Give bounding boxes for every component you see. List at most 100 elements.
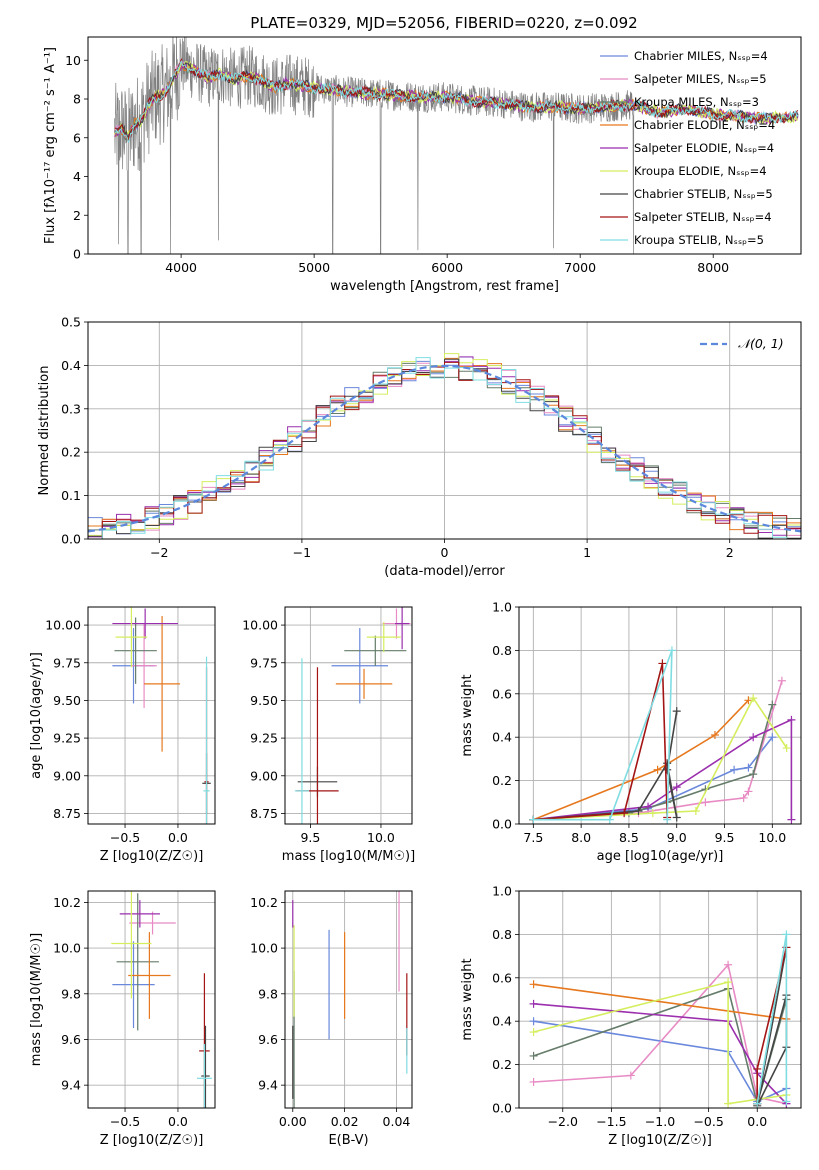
x-tick-label: 2 [726, 545, 734, 560]
axes-frame [284, 606, 413, 825]
y-axis-label: mass weight [460, 674, 475, 756]
y-tick-label: 9.8 [258, 986, 278, 1001]
x-tick-label: 0.0 [747, 1114, 767, 1129]
legend-entry: Chabrier ELODIE, Nₛₛₚ=4 [634, 118, 775, 132]
normal-curve [88, 364, 801, 533]
x-tick-label: 0.0 [168, 1114, 188, 1129]
y-axis-label: mass weight [460, 958, 475, 1040]
x-axis-label: Z [log10(Z/Z☉)] [100, 849, 204, 864]
weight-vs-age-panel: 7.5 8.0 8.5 9.0 9.5 10.0 0.0 0.2 0.4 0.6 0.8 1.0 age… [460, 600, 802, 864]
age-vs-z-plot-area [112, 607, 211, 824]
weight-marker [744, 696, 753, 705]
errorbar-point [112, 941, 155, 1029]
residual-hist-plot-area [88, 353, 801, 539]
y-tick-label: 9.6 [61, 1032, 81, 1047]
weight-marker [644, 802, 653, 811]
x-axis-label: wavelength [Angstrom, rest frame] [330, 279, 559, 294]
weight-marker [701, 798, 710, 807]
weight-line [533, 650, 673, 821]
errorbar-point [395, 607, 410, 650]
weight-marker [730, 765, 739, 774]
x-tick-label: 4000 [165, 260, 197, 275]
y-tick-label: 9.00 [53, 768, 81, 783]
y-tick-label: 9.75 [250, 655, 278, 670]
weight-marker [749, 733, 758, 742]
y-tick-label: 10.0 [53, 941, 81, 956]
weight-marker [634, 806, 643, 815]
errorbar-point [115, 607, 148, 668]
errorbar-point [116, 893, 159, 1031]
y-tick-label: 10.00 [45, 618, 81, 633]
weight-marker [787, 815, 796, 824]
histogram-step [88, 361, 801, 539]
weight-marker [672, 707, 681, 716]
weight-marker [605, 815, 614, 824]
weight-line [533, 1003, 787, 1105]
x-tick-label: 9.5 [715, 830, 735, 845]
y-tick-label: 0.2 [61, 445, 81, 460]
x-tick-label: 1 [583, 545, 591, 560]
legend-entry: Salpeter STELIB, Nₛₛₚ=4 [634, 210, 772, 224]
weight-marker [777, 676, 786, 685]
weight-marker [724, 960, 733, 969]
errorbar-point [197, 1044, 212, 1108]
x-tick-label: 9.5 [300, 830, 320, 845]
model-spectrum-line [114, 60, 799, 144]
spectrum-plot-area [114, 37, 799, 254]
y-tick-label: 0.4 [492, 730, 512, 745]
mass-vs-ebv-plot-area [292, 891, 408, 1108]
weight-vs-z-panel: −2.0 −1.5 −1.0 −0.5 0.0 0.0 0.2 0.4 0.6 0.8 1.0 Z [… [460, 884, 802, 1148]
x-tick-label: 0.0 [168, 830, 188, 845]
mass-vs-z-plot-area [111, 891, 212, 1108]
weight-marker [744, 787, 753, 796]
x-tick-label: 7.5 [523, 830, 543, 845]
x-axis-label: age [log10(age/yr)] [597, 849, 724, 864]
y-tick-label: 8 [73, 92, 81, 107]
legend-entry: Salpeter MILES, Nₛₛₚ=5 [634, 72, 767, 86]
y-tick-label: 8.75 [250, 806, 278, 821]
y-axis-label: mass [log10(M/M☉)] [29, 933, 44, 1066]
y-tick-label: 9.4 [61, 1078, 81, 1093]
legend-entry: 𝒩(0, 1) [738, 336, 784, 351]
weight-line [533, 1020, 787, 1103]
weight-marker [529, 1028, 538, 1037]
weight-marker [626, 1071, 635, 1080]
weight-marker [529, 1051, 538, 1060]
y-tick-label: 9.00 [250, 768, 278, 783]
weight-marker [529, 1077, 538, 1086]
weight-marker [782, 744, 791, 753]
x-tick-label: 0.02 [331, 1114, 359, 1129]
histogram-step [88, 357, 801, 539]
mass-vs-ebv-panel: 0.00 0.02 0.04 9.4 9.6 9.8 10.0 10.2 E(B-V) [250, 890, 413, 1148]
weight-marker [529, 999, 538, 1008]
errorbar-point [128, 932, 171, 1019]
y-tick-label: 10.00 [242, 618, 278, 633]
x-tick-label: −2.0 [548, 1114, 578, 1129]
x-tick-label: −1.0 [645, 1114, 675, 1129]
y-tick-label: 10 [65, 53, 81, 68]
weight-marker [768, 700, 777, 709]
errorbar-point [111, 891, 152, 999]
y-tick-label: 9.25 [53, 731, 81, 746]
weight-marker [724, 1099, 733, 1108]
y-tick-label: 0.2 [492, 1057, 512, 1072]
legend-entry: Chabrier MILES, Nₛₛₚ=4 [634, 49, 768, 63]
x-tick-label: −1.5 [596, 1114, 626, 1129]
weight-marker [529, 815, 538, 824]
x-tick-label: 7000 [564, 260, 596, 275]
legend-entry: Chabrier STELIB, Nₛₛₚ=5 [634, 187, 773, 201]
axes-frame [518, 606, 802, 825]
weight-marker [782, 930, 791, 939]
weight-marker [710, 731, 719, 740]
y-tick-label: 0.5 [61, 315, 81, 330]
x-tick-label: 6000 [431, 260, 463, 275]
spectrum-panel: 4000 5000 6000 7000 8000 0 2 4 6 8 10 wavelength [A… [43, 36, 802, 294]
age-vs-z-panel: −0.5 0.0 8.75 9.00 9.25 9.50 9.75 10.00 Z [log10… [29, 606, 216, 864]
figure-title: PLATE=0329, MJD=52056, FIBERID=0220, z=0… [250, 14, 637, 32]
model-spectrum-line [114, 57, 799, 143]
x-axis-label: Z [log10(Z/Z☉)] [100, 1133, 204, 1148]
errorbar-point [331, 628, 389, 704]
y-tick-label: 0 [73, 247, 81, 262]
weight-marker [672, 783, 681, 792]
errorbar-point [114, 617, 157, 684]
